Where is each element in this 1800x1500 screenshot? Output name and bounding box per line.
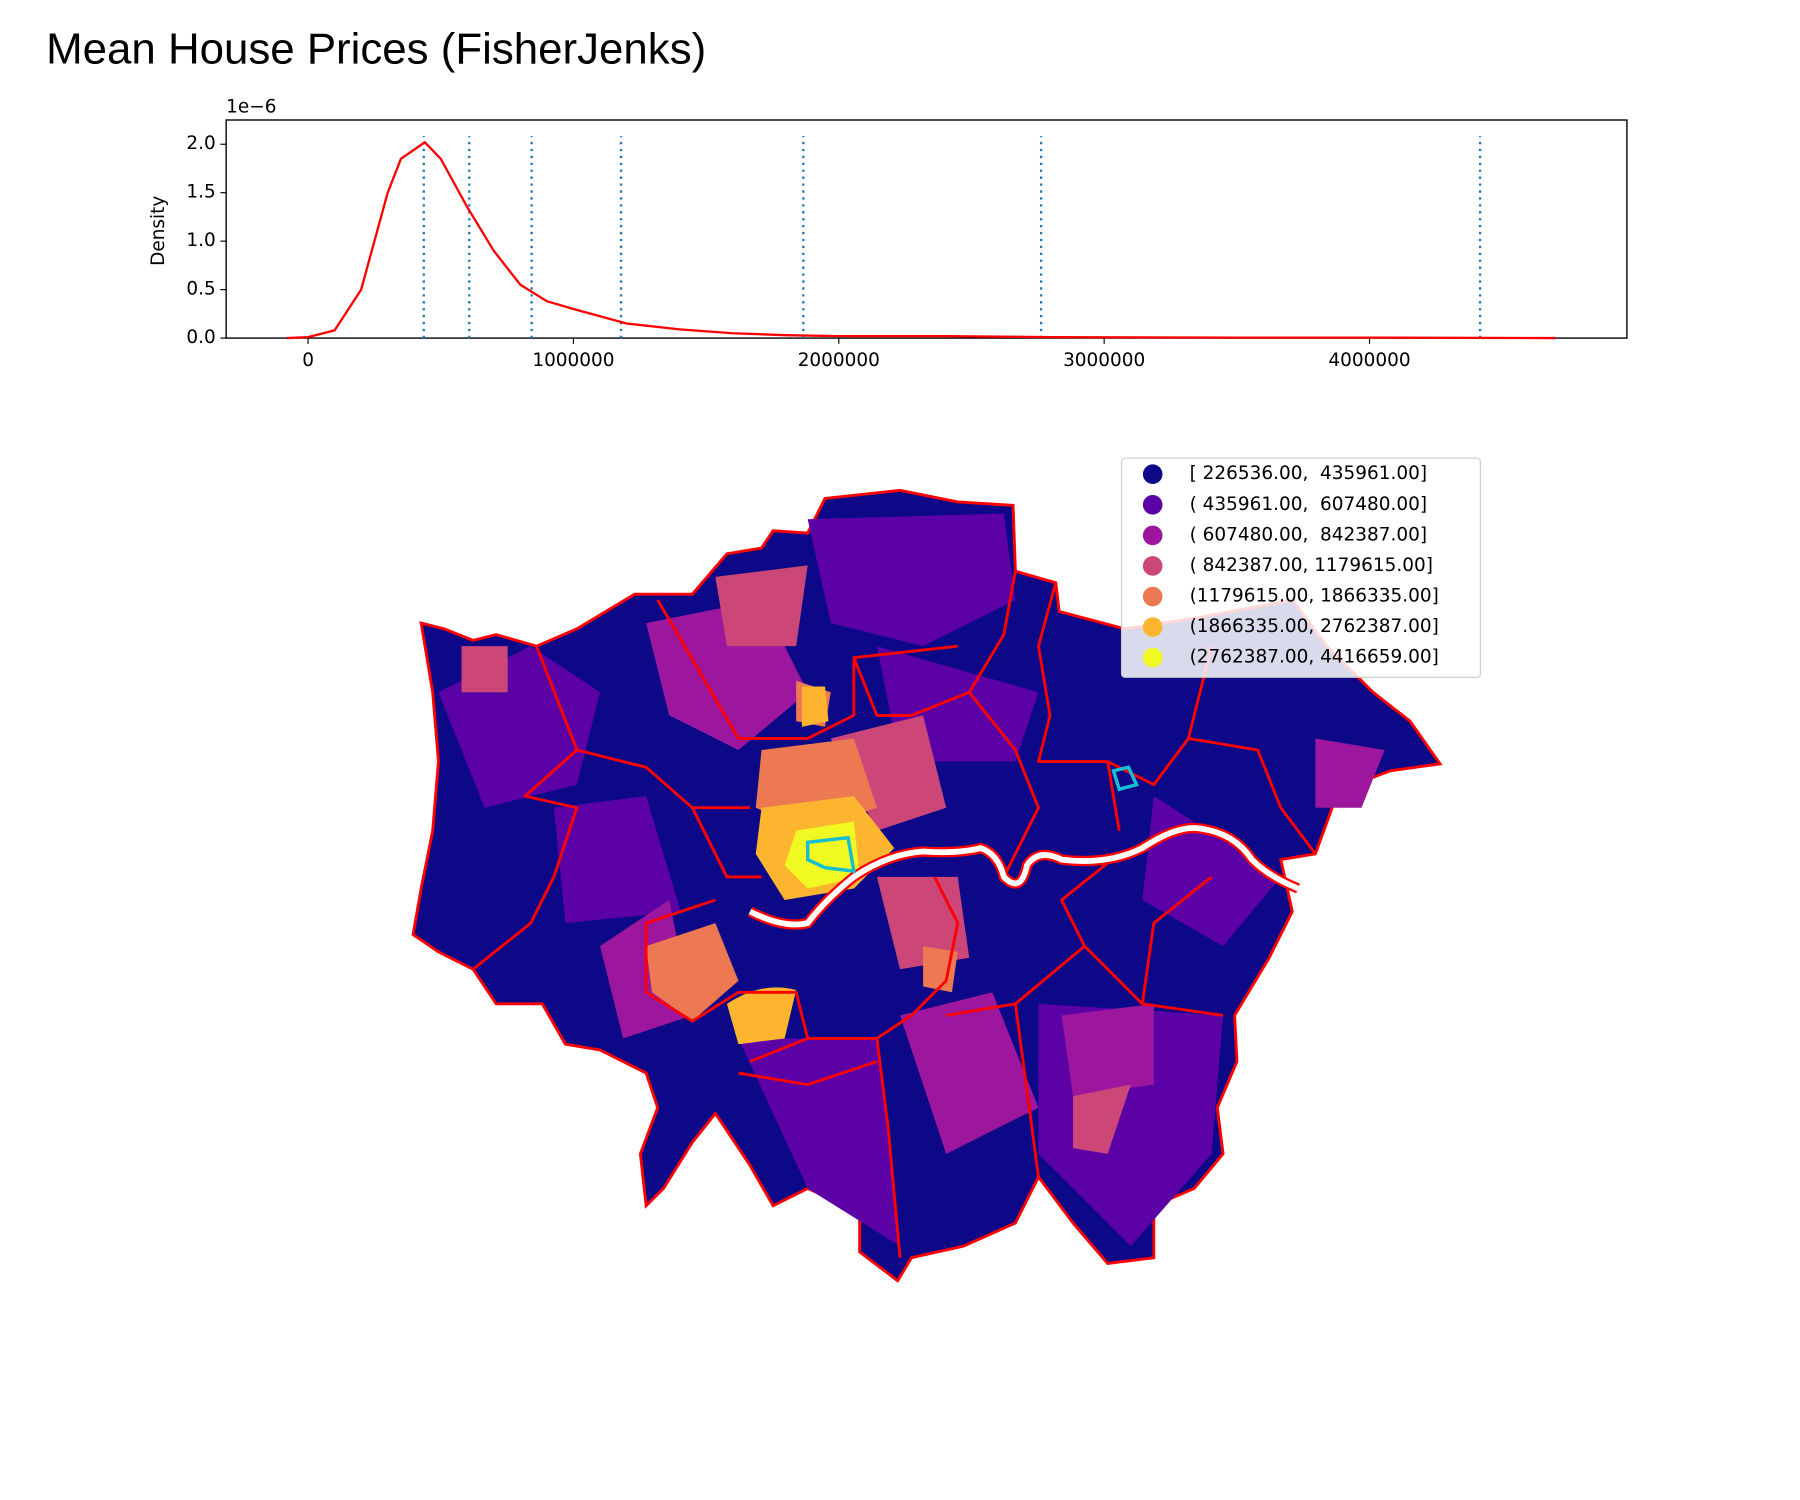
- x-tick-label: 3000000: [1063, 350, 1145, 371]
- legend-label: (2762387.00, 4416659.00]: [1190, 647, 1439, 668]
- legend-marker: [1142, 464, 1163, 485]
- legend-label: ( 842387.00, 1179615.00]: [1190, 555, 1433, 576]
- legend-marker: [1142, 495, 1163, 515]
- x-tick-label: 2000000: [798, 350, 880, 371]
- legend: [1120, 457, 1481, 678]
- legend-marker: [1142, 525, 1163, 546]
- y-tick-label: 2.0: [186, 133, 215, 154]
- river-thames: [748, 825, 1300, 928]
- region: [600, 600, 1385, 1154]
- y-tick-label: 0.0: [186, 327, 215, 348]
- borough-border: [472, 570, 1317, 1258]
- y-tick-label: 1.5: [186, 182, 215, 203]
- region: [646, 680, 958, 1022]
- y-tick-label: 0.5: [186, 279, 215, 300]
- kde-plot: 0 1000000 2000000 3000000 4000000 0.0 0.5 1.0 1.…: [186, 133, 1556, 371]
- legend-entries: [ 226536.00, 435961.00] ( 435961.00, 6074…: [1142, 463, 1439, 668]
- x-tick-label: 4000000: [1328, 350, 1410, 371]
- plot-frame: [225, 119, 1628, 339]
- density-curve: [286, 140, 1556, 340]
- y-offset-label: 1e−6: [226, 96, 276, 117]
- y-tick-label: 1.0: [186, 230, 215, 251]
- legend-label: (1179615.00, 1866335.00]: [1190, 586, 1439, 607]
- legend-marker: [1142, 556, 1163, 576]
- figure-title: Mean House Prices (FisherJenks): [46, 25, 706, 74]
- highlight-area: [805, 765, 1139, 874]
- legend-marker: [1142, 647, 1163, 668]
- y-axis-label: Density: [148, 196, 169, 266]
- map: [411, 488, 1443, 1283]
- legend-label: ( 435961.00, 607480.00]: [1190, 494, 1427, 515]
- x-tick-label: 1000000: [532, 350, 614, 371]
- legend-label: (1866335.00, 2762387.00]: [1190, 616, 1439, 637]
- x-tick-label: 0: [302, 350, 314, 371]
- legend-marker: [1142, 617, 1163, 637]
- legend-marker: [1142, 586, 1163, 607]
- legend-label: [ 226536.00, 435961.00]: [1190, 463, 1427, 484]
- legend-label: ( 607480.00, 842387.00]: [1190, 524, 1427, 545]
